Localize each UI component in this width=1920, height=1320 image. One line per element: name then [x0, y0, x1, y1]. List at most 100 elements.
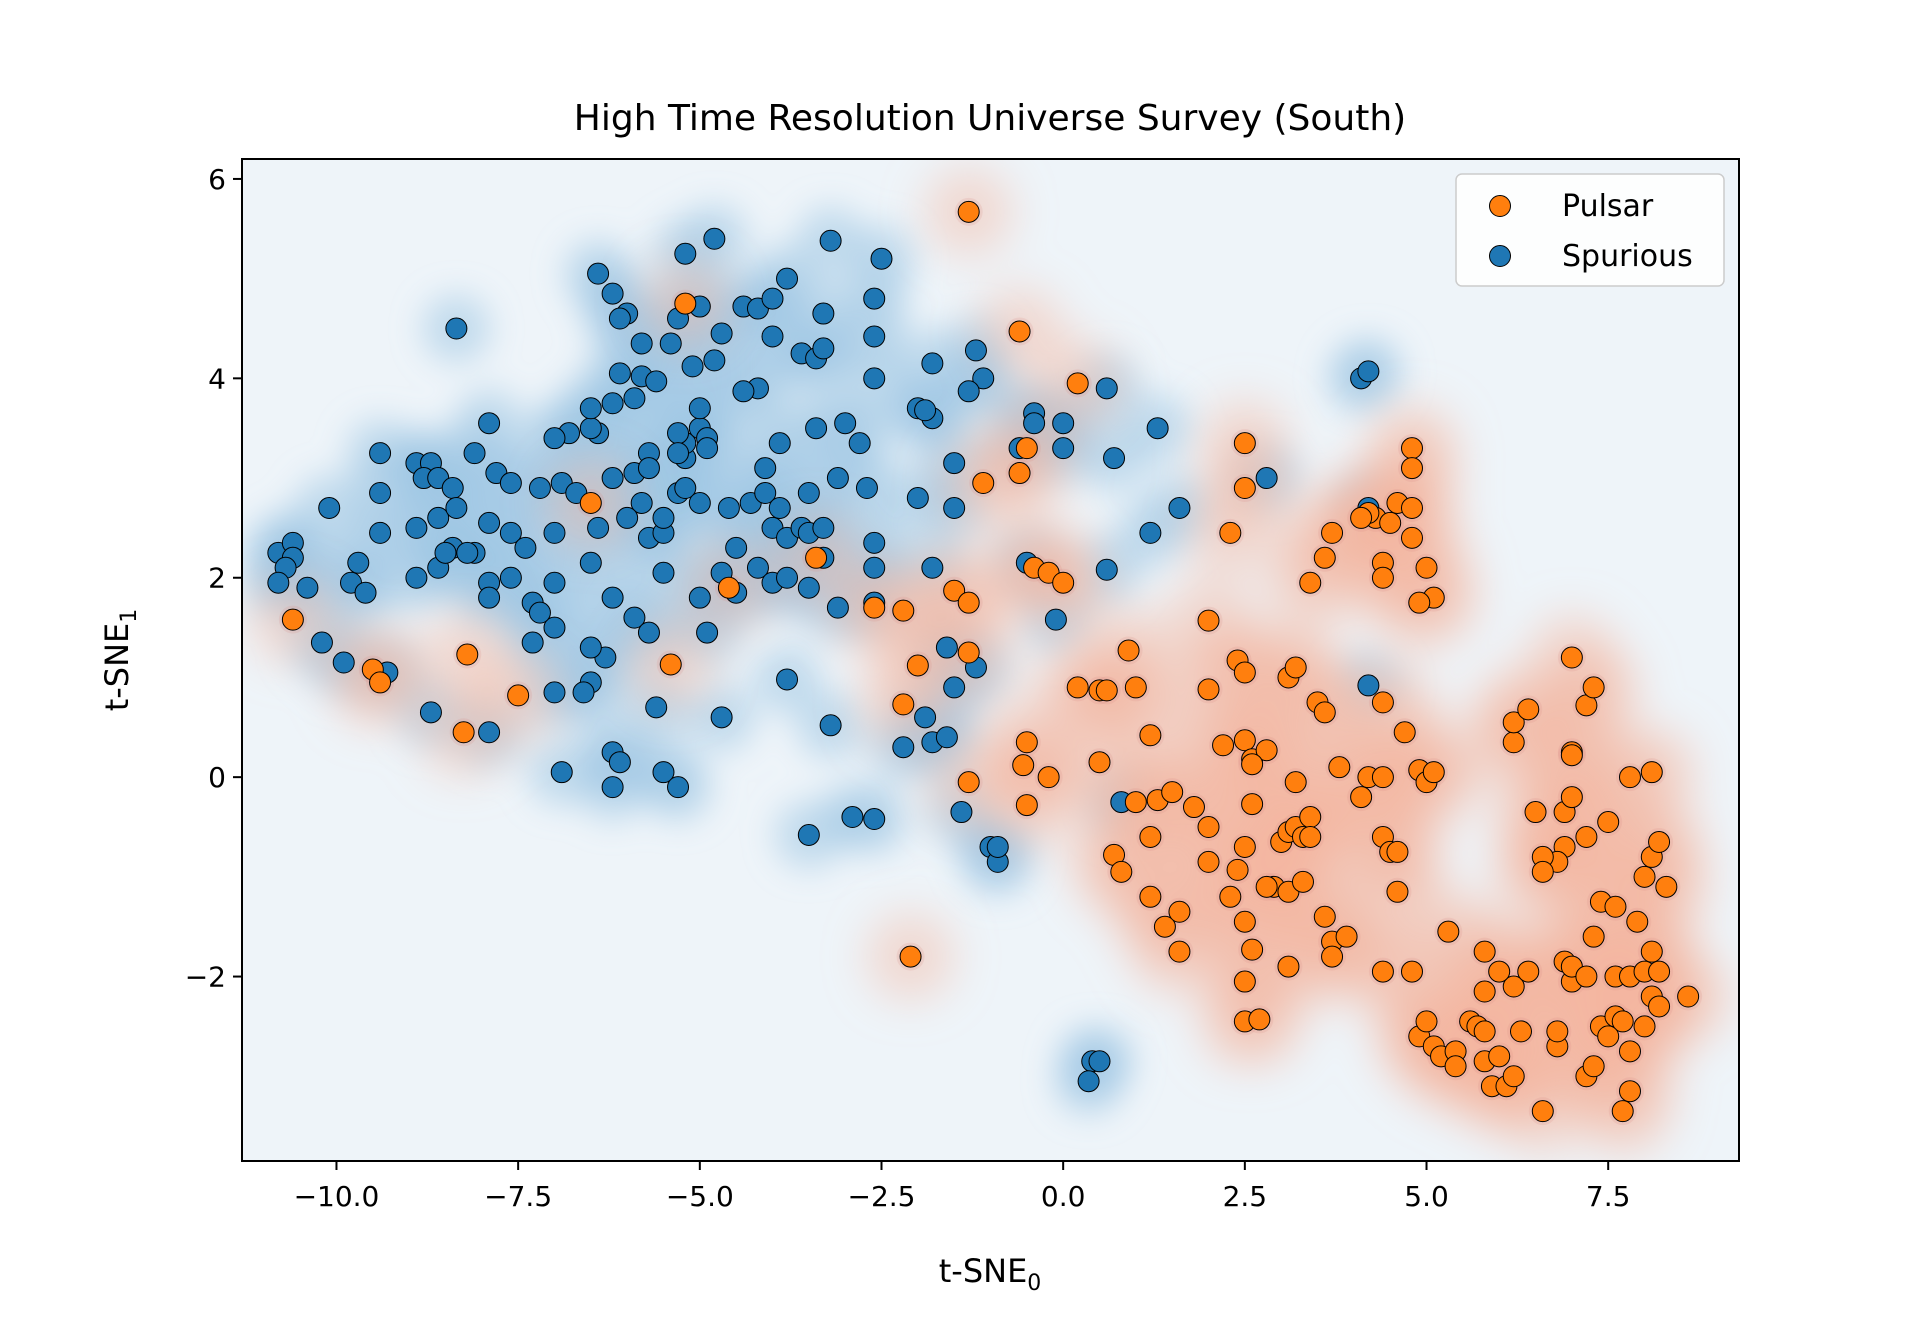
pulsar-point	[1604, 895, 1627, 918]
pulsar-point	[1618, 1080, 1641, 1103]
spurious-point	[637, 457, 660, 480]
pulsar-point	[1015, 731, 1038, 754]
pulsar-point	[1066, 372, 1089, 395]
spurious-point	[717, 496, 740, 519]
pulsar-point	[1313, 546, 1336, 569]
spurious-point	[608, 307, 631, 330]
pulsar-point	[1400, 526, 1423, 549]
pulsar-point	[1531, 860, 1554, 883]
spurious-point	[405, 566, 428, 589]
pulsar-point	[1255, 739, 1278, 762]
spurious-point	[601, 282, 624, 305]
pulsar-point	[1284, 771, 1307, 794]
pulsar-point	[1291, 870, 1314, 893]
spurious-point	[776, 668, 799, 691]
spurious-point	[478, 721, 501, 744]
spurious-point	[870, 247, 893, 270]
pulsar-point	[1640, 761, 1663, 784]
pulsar-point	[674, 292, 697, 315]
pulsar-point	[456, 643, 479, 666]
pulsar-point	[1241, 938, 1264, 961]
spurious-point	[1139, 521, 1162, 544]
x-tick-label: 0.0	[1041, 1180, 1086, 1213]
spurious-point	[623, 606, 646, 629]
spurious-point	[369, 521, 392, 544]
pulsar-point	[579, 491, 602, 514]
spurious-point	[972, 367, 995, 390]
pulsar-point	[1524, 801, 1547, 824]
pulsar-point	[1321, 945, 1344, 968]
spurious-points	[267, 227, 1380, 1093]
spurious-point	[369, 442, 392, 465]
pulsar-point	[1212, 734, 1235, 757]
pulsar-point	[1335, 925, 1358, 948]
spurious-point	[456, 541, 479, 564]
spurious-point	[703, 349, 726, 372]
pulsar-point	[957, 200, 980, 223]
spurious-point	[608, 362, 631, 385]
spurious-point	[332, 651, 355, 674]
pulsar-point	[1517, 960, 1540, 983]
spurious-point	[935, 726, 958, 749]
pulsar-point	[1153, 915, 1176, 938]
pulsar-point	[1008, 462, 1031, 485]
spurious-point	[688, 397, 711, 420]
spurious-point	[659, 332, 682, 355]
pulsar-point	[943, 579, 966, 602]
spurious-point	[354, 581, 377, 604]
pulsar-point	[1233, 477, 1256, 500]
pulsar-point	[1611, 1010, 1634, 1033]
legend-box	[1455, 173, 1725, 287]
pulsar-point	[1488, 960, 1511, 983]
spurious-point	[1146, 417, 1169, 440]
spurious-point	[1095, 377, 1118, 400]
pulsar-point	[1110, 860, 1133, 883]
spurious-point	[514, 536, 537, 559]
pulsar-point	[1386, 840, 1409, 863]
pulsar-point	[1299, 571, 1322, 594]
pulsar-point	[1611, 1100, 1634, 1123]
spurious-point	[445, 317, 468, 340]
pulsar-point	[1371, 960, 1394, 983]
spurious-point	[572, 681, 595, 704]
spurious-point	[688, 586, 711, 609]
y-tick-label: 4	[208, 362, 226, 395]
pulsar-point	[1277, 955, 1300, 978]
spurious-point	[1052, 412, 1075, 435]
pulsar-point	[1575, 825, 1598, 848]
spurious-point	[819, 229, 842, 252]
pulsar-point	[1233, 910, 1256, 933]
spurious-point	[674, 242, 697, 265]
pulsar-point	[892, 599, 915, 622]
spurious-point	[776, 267, 799, 290]
spurious-point	[419, 701, 442, 724]
spurious-point	[499, 566, 522, 589]
spurious-point	[863, 367, 886, 390]
pulsar-point	[1400, 437, 1423, 460]
spurious-point	[812, 302, 835, 325]
spurious-point	[427, 506, 450, 529]
pulsar-point	[1655, 875, 1678, 898]
spurious-point	[1357, 674, 1380, 697]
pulsar-point	[1371, 566, 1394, 589]
spurious-point	[478, 412, 501, 435]
legend-spurious-label: Spurious	[1562, 239, 1693, 274]
spurious-point	[616, 506, 639, 529]
y-tick-label: −2	[185, 961, 226, 994]
pulsar-point	[1444, 1055, 1467, 1078]
spurious-point	[761, 325, 784, 348]
pulsar-point	[1393, 721, 1416, 744]
pulsar-point	[1546, 1020, 1569, 1043]
spurious-point	[943, 676, 966, 699]
spurious-point	[587, 516, 610, 539]
x-tick-label: −5.0	[666, 1180, 734, 1213]
spurious-point	[681, 355, 704, 378]
x-tick-label: 5.0	[1404, 1180, 1449, 1213]
pulsar-point	[452, 721, 475, 744]
pulsar-point	[1015, 794, 1038, 817]
spurious-point	[369, 482, 392, 504]
pulsar-point	[1350, 786, 1373, 809]
pulsar-point	[1597, 811, 1620, 834]
spurious-point	[674, 477, 697, 500]
